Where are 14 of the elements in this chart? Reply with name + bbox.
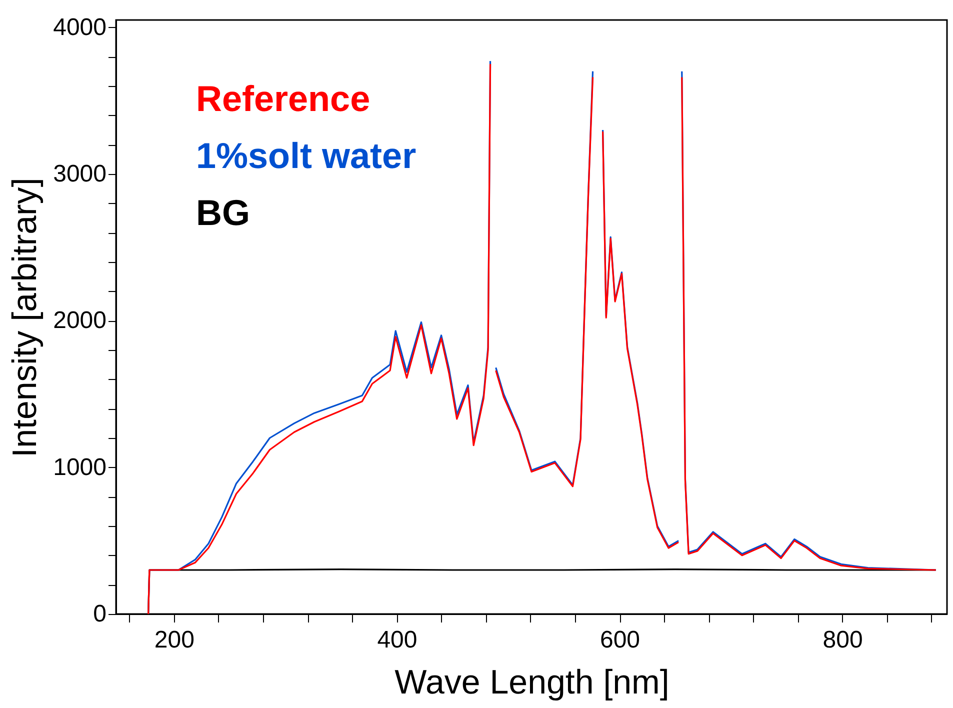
- text: Reference: [196, 78, 370, 119]
- x-tick-label: 600: [600, 626, 640, 654]
- y-tick-label: 4000: [53, 14, 106, 41]
- y-tick-label: 1000: [53, 454, 106, 481]
- x-tick-label: 400: [377, 626, 418, 654]
- x-tick-label: 200: [154, 626, 194, 654]
- x-axis-title: Wave Length [nm]: [394, 664, 670, 702]
- y-tick-label: 2000: [53, 307, 106, 334]
- x-tick-label: 800: [822, 626, 863, 654]
- text: BG: [196, 192, 250, 233]
- text: 1%solt water: [196, 135, 416, 176]
- y-tick-label: 0: [93, 600, 106, 628]
- y-tick-label: 3000: [53, 160, 106, 188]
- y-axis-title: Intensity [arbitrary]: [6, 178, 44, 458]
